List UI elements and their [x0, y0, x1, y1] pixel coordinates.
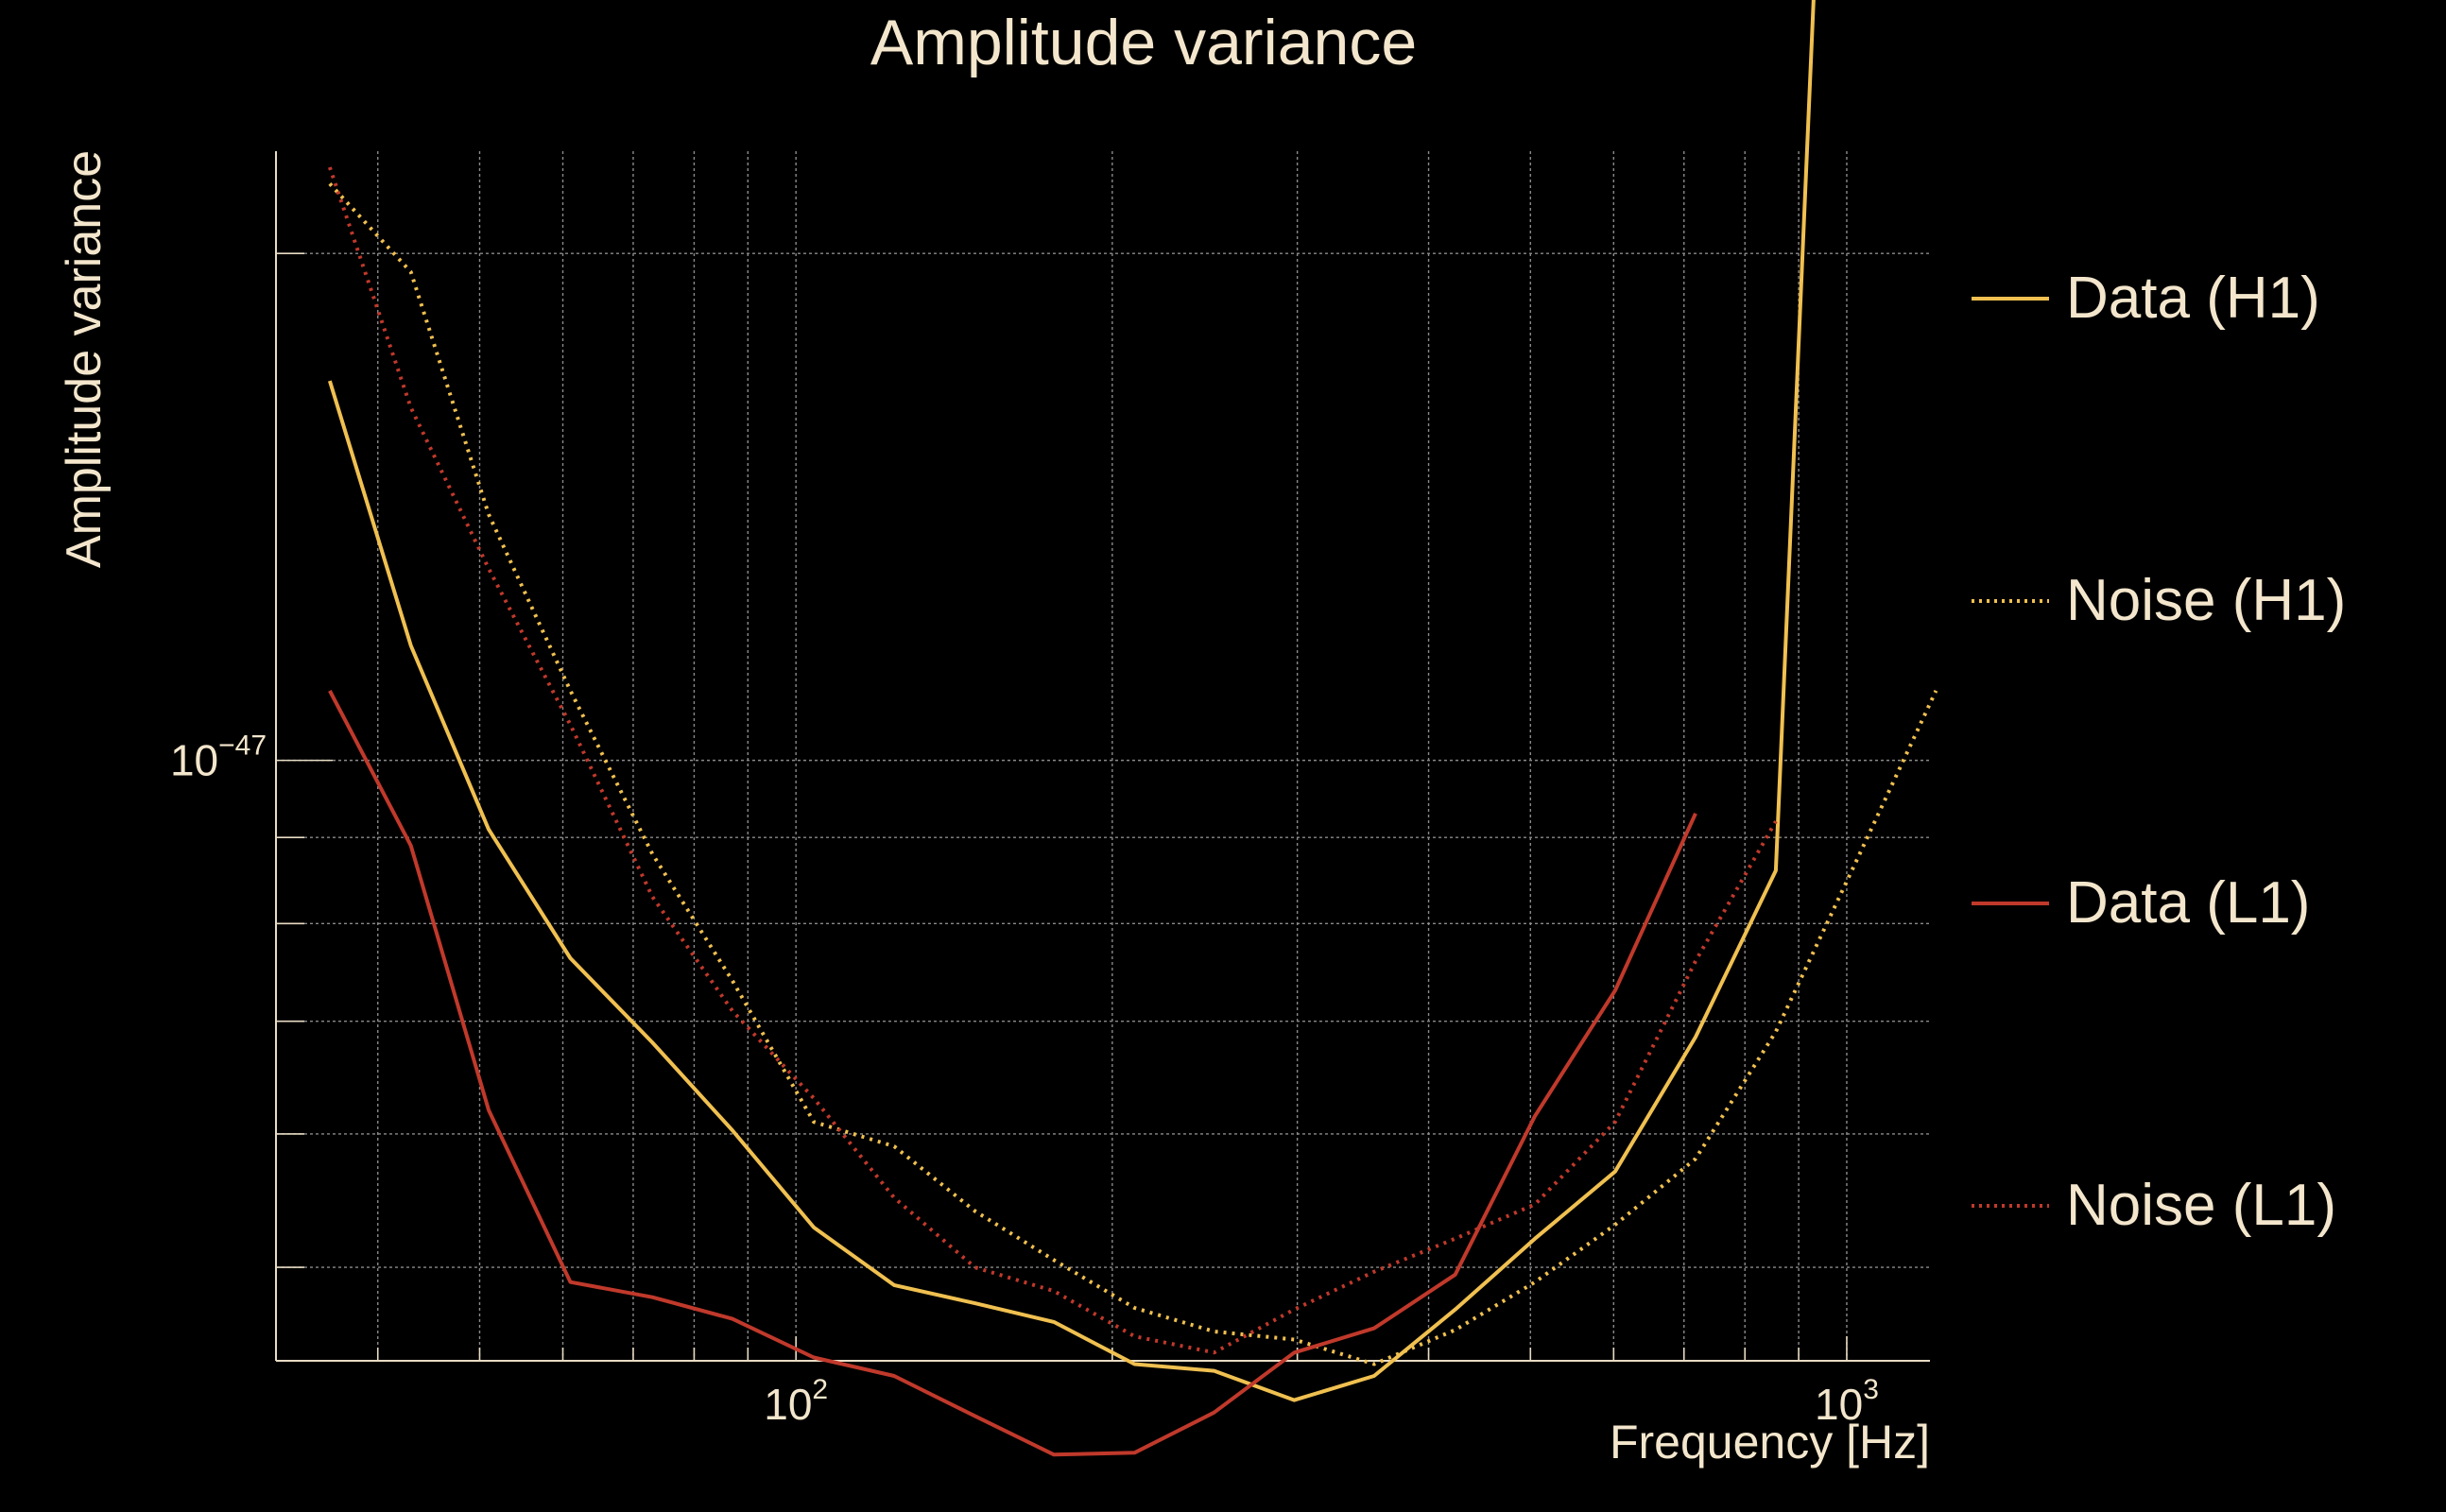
- series-layer: [327, 0, 1938, 1457]
- series-line: [328, 689, 1697, 1457]
- y-axis-label: Amplitude variance: [57, 150, 112, 568]
- x-tick-exponent: 3: [1863, 1374, 1879, 1405]
- grid-layer: [276, 151, 1930, 1361]
- legend-label: Noise (L1): [2066, 1173, 2336, 1238]
- y-tick-label: 10−47: [170, 730, 267, 785]
- y-tick-exponent: −47: [218, 730, 267, 762]
- legend: Data (H1) Noise (H1) Data (L1) Noise (L1): [1972, 266, 2346, 1238]
- series-line: [328, 182, 1938, 1366]
- legend-label: Data (L1): [2066, 870, 2310, 936]
- series-line: [327, 0, 1816, 1402]
- x-axis-label: Frequency [Hz]: [1610, 1416, 1930, 1469]
- legend-label: Data (H1): [2066, 266, 2320, 331]
- x-tick-exponent: 2: [812, 1374, 828, 1405]
- legend-label: Noise (H1): [2066, 568, 2346, 633]
- chart-title: Amplitude variance: [870, 7, 1417, 78]
